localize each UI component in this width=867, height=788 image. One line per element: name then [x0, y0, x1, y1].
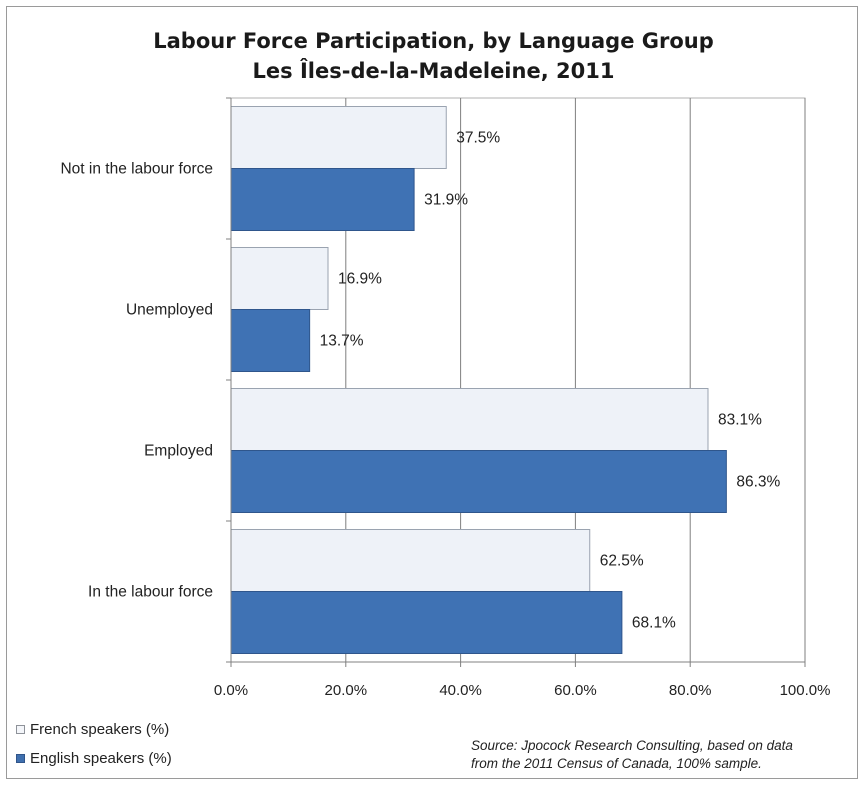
category-label: Not in the labour force: [60, 161, 213, 178]
source-line-2: from the 2011 Census of Canada, 100% sam…: [471, 756, 762, 771]
data-label-french: 16.9%: [338, 271, 382, 288]
category-label: Unemployed: [126, 302, 213, 319]
x-tick-label: 20.0%: [325, 682, 368, 699]
x-tick-label: 100.0%: [780, 682, 831, 699]
category-label: In the labour force: [88, 584, 213, 601]
legend-swatch-french: [16, 725, 25, 734]
bar-english: [230, 450, 727, 513]
axes: 0.0% 20.0% 40.0% 60.0% 80.0% 100.0%: [214, 97, 831, 699]
data-label-french: 37.5%: [456, 130, 500, 147]
bar-french: [230, 106, 447, 169]
bar-french: [230, 388, 709, 451]
x-tick-label: 0.0%: [214, 682, 248, 699]
x-tick-label: 80.0%: [669, 682, 712, 699]
chart-title-line2: Les Îles-de-la-Madeleine, 2011: [252, 59, 615, 83]
source-note: Source: Jpocock Research Consulting, bas…: [471, 737, 851, 773]
chart-title-line1: Labour Force Participation, by Language …: [153, 29, 714, 53]
bars: [230, 106, 727, 654]
bar-english: [230, 168, 415, 231]
legend-label-french: French speakers (%): [30, 721, 170, 738]
bar-french: [230, 529, 591, 592]
data-label-english: 86.3%: [736, 474, 780, 491]
x-tick-label: 40.0%: [439, 682, 482, 699]
data-label-french: 62.5%: [600, 553, 644, 570]
labels: Not in the labour force Unemployed Employe…: [60, 130, 780, 632]
source-line-1: Source: Jpocock Research Consulting, bas…: [471, 738, 793, 753]
category-label: Employed: [144, 443, 213, 460]
bar-english: [230, 309, 311, 372]
data-label-english: 31.9%: [424, 192, 468, 209]
legend-swatch-english: [16, 754, 25, 763]
bar-english: [230, 591, 623, 654]
legend-english: English speakers (%): [16, 750, 172, 767]
data-label-english: 13.7%: [320, 333, 364, 350]
bar-french: [230, 247, 329, 310]
data-label-french: 83.1%: [718, 412, 762, 429]
x-tick-label: 60.0%: [554, 682, 597, 699]
data-label-english: 68.1%: [632, 615, 676, 632]
legend-label-english: English speakers (%): [30, 750, 172, 767]
legend-french: French speakers (%): [16, 721, 169, 738]
